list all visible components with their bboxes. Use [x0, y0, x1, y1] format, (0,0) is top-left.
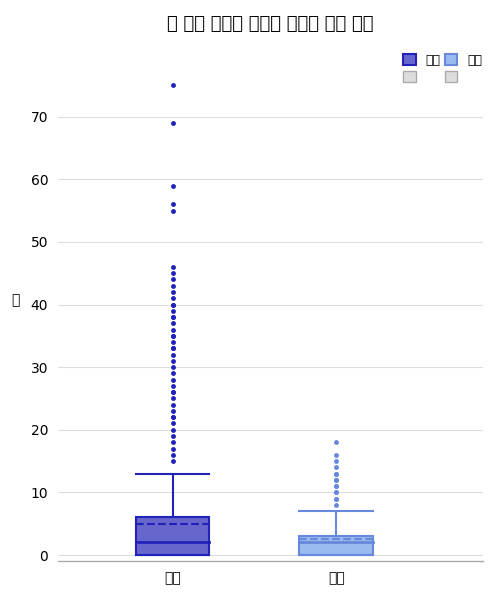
Title: 한 강연 내에서 웃음과 박수의 출현 빈도: 한 강연 내에서 웃음과 박수의 출현 빈도: [168, 15, 374, 33]
Legend: 웃음,  , 박수,  : 웃음, , 박수,: [400, 50, 486, 88]
Bar: [300, 536, 373, 555]
Bar: [136, 517, 210, 555]
Y-axis label: 빈: 빈: [11, 293, 20, 308]
